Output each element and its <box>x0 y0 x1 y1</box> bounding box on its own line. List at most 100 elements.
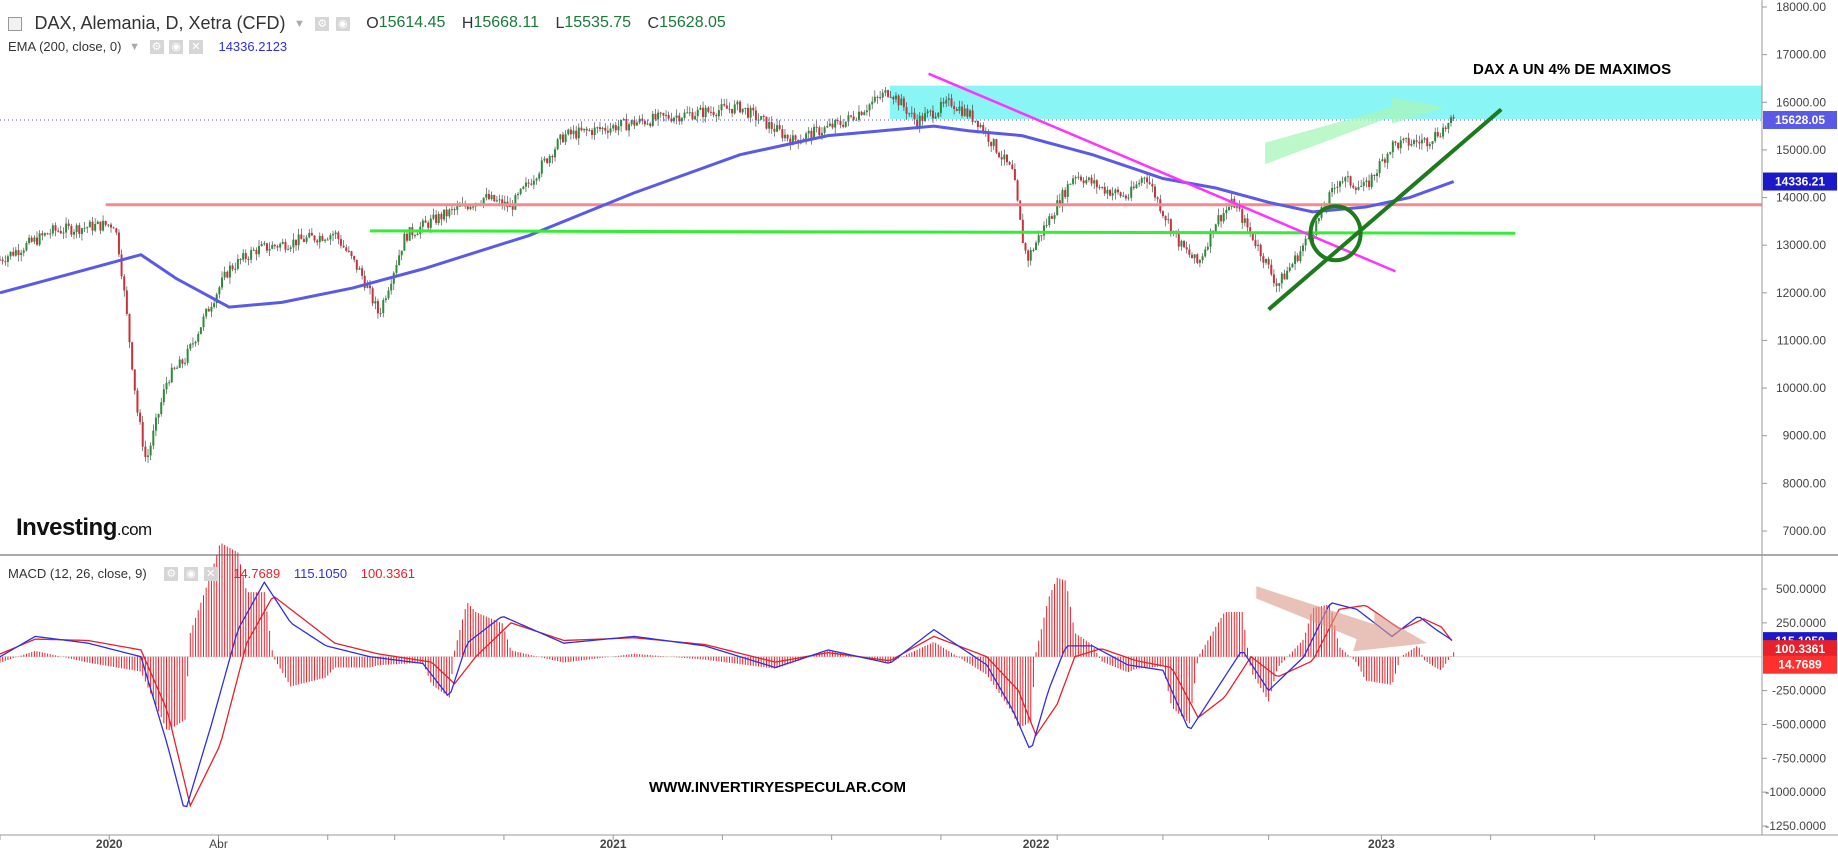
time-tick-label: Abr <box>209 837 228 851</box>
hide-icon[interactable]: ◉ <box>169 39 184 54</box>
close-icon[interactable]: ✕ <box>188 39 203 54</box>
candle-body <box>440 213 443 220</box>
candle-body <box>1428 144 1431 147</box>
candle-body <box>583 128 586 131</box>
candle-body <box>70 225 73 235</box>
candle-body <box>968 110 971 117</box>
candle-body <box>628 124 631 131</box>
candle-body <box>554 149 557 158</box>
candle-body <box>564 134 567 143</box>
minimize-icon[interactable] <box>8 16 22 31</box>
candle-body <box>902 98 905 108</box>
candle-body <box>728 108 731 110</box>
candle-body <box>94 224 97 231</box>
candle-body <box>1183 240 1186 248</box>
candle-body <box>1164 216 1167 221</box>
investing-logo: Investing.com <box>16 514 152 542</box>
candle-body <box>112 227 115 229</box>
candle-body <box>1169 219 1172 233</box>
candle-body <box>929 110 932 112</box>
candle-body <box>1074 177 1077 179</box>
candle-body <box>807 130 810 134</box>
candle-body <box>1331 187 1334 193</box>
candle-body <box>725 105 728 109</box>
candle-body <box>1304 238 1307 246</box>
candle-body <box>1093 180 1096 184</box>
candle-body <box>162 389 165 403</box>
candle-body <box>704 107 707 117</box>
candle-body <box>1209 230 1212 247</box>
candle-body <box>1040 235 1043 237</box>
candle-body <box>992 139 995 147</box>
candle-body <box>585 128 588 131</box>
low-label: L <box>555 14 565 32</box>
candle-body <box>1434 132 1437 142</box>
candle-body <box>1064 190 1067 197</box>
hide-icon[interactable]: ◉ <box>183 567 198 582</box>
settings-icon[interactable]: ⚙ <box>164 567 179 582</box>
candle-body <box>43 233 46 236</box>
candle-body <box>1077 176 1080 178</box>
candle-body <box>871 101 874 105</box>
close-value: 15628.05 <box>659 14 726 32</box>
candle-body <box>443 209 446 220</box>
candle-body <box>65 223 68 233</box>
candle-body <box>778 125 781 130</box>
candle-body <box>80 228 83 234</box>
candle-body <box>160 402 163 415</box>
candle-body <box>670 118 673 122</box>
candle-body <box>408 227 411 241</box>
candle-body <box>136 390 139 413</box>
settings-icon[interactable]: ⚙ <box>315 16 330 31</box>
candle-body <box>749 107 752 118</box>
candle-body <box>9 251 12 257</box>
candle-body <box>1167 219 1170 221</box>
candle-body <box>1 259 4 262</box>
falling-arrow <box>1256 586 1428 652</box>
candle-body <box>609 128 612 133</box>
candle-body <box>54 225 57 231</box>
candle-body <box>831 123 834 128</box>
candle-body <box>1035 242 1038 250</box>
ema-legend: EMA (200, close, 0) ▼ ⚙ ◉ ✕ 14336.2123 <box>8 38 287 54</box>
candle-body <box>1016 180 1019 201</box>
candle-body <box>310 232 313 236</box>
candle-body <box>1357 186 1360 190</box>
chevron-down-icon[interactable]: ▼ <box>129 40 140 53</box>
candle-body <box>1391 141 1394 153</box>
candle-body <box>945 99 948 104</box>
candle-body <box>1447 123 1450 129</box>
chevron-down-icon[interactable]: ▼ <box>293 17 305 30</box>
candle-body <box>527 182 530 184</box>
candle-body <box>1106 189 1109 194</box>
candle-body <box>662 113 665 116</box>
candle-body <box>1061 190 1064 206</box>
candle-body <box>1085 179 1088 184</box>
candle-body <box>427 222 430 228</box>
candle-body <box>218 287 221 295</box>
candle-body <box>765 116 768 129</box>
close-icon[interactable]: ✕ <box>203 567 218 582</box>
candle-body <box>104 220 107 225</box>
candle-body <box>1116 189 1119 193</box>
candle-body <box>524 182 527 187</box>
macd-signal-value: 100.3361 <box>360 566 415 582</box>
candle-body <box>1235 206 1238 208</box>
candle-body <box>818 127 821 136</box>
candle-body <box>723 104 726 106</box>
candle-body <box>924 113 927 122</box>
candle-body <box>326 239 329 241</box>
settings-icon[interactable]: ⚙ <box>149 39 164 54</box>
hide-icon[interactable]: ◉ <box>335 16 350 31</box>
candle-body <box>1011 164 1014 170</box>
candle-body <box>786 134 789 139</box>
candle-body <box>1053 215 1056 219</box>
candle-body <box>33 237 36 242</box>
candle-body <box>284 242 287 250</box>
macd-tag-bg <box>1763 655 1837 674</box>
candle-body <box>213 303 216 307</box>
candle-body <box>102 220 105 231</box>
candle-body <box>741 108 744 113</box>
